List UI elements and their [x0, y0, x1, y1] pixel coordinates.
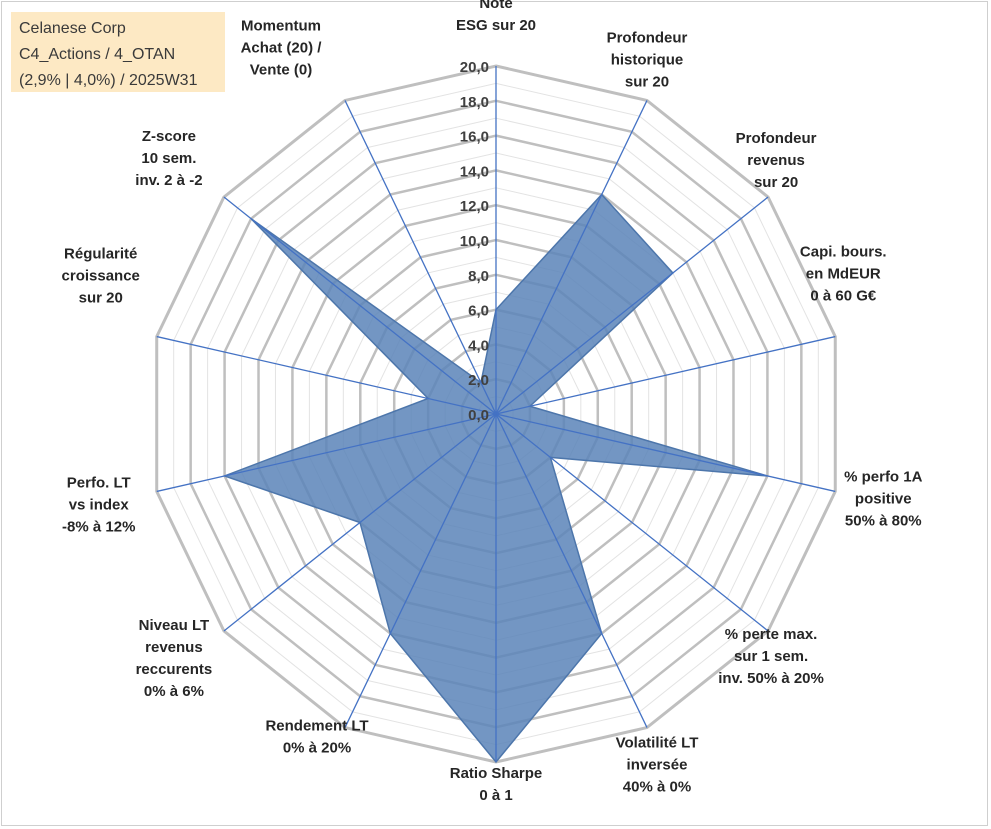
axis-label-line: Achat (20) / — [241, 39, 323, 56]
axis-label-line: 50% à 80% — [845, 512, 922, 529]
axis-label-line: Capi. bours. — [800, 244, 887, 261]
axis-label: Volatilité LT inversée 40% à 0% — [616, 735, 699, 796]
axis-label-line: sur 20 — [754, 174, 798, 191]
axis-label-line: en MdEUR — [806, 266, 881, 283]
axis-label: Rendement LT 0% à 20% — [265, 718, 368, 757]
axis-label: Note ESG sur 20 — [456, 0, 536, 34]
axis-spoke — [495, 413, 769, 632]
axis-label-line: Perfo. LT — [67, 474, 131, 491]
axis-label: Profondeur revenus sur 20 — [736, 130, 817, 191]
axis-label: Régularité croissance sur 20 — [62, 246, 140, 307]
tick-label: 20,0 — [460, 59, 489, 76]
axis-label: Perfo. LT vs index -8% à 12% — [62, 474, 135, 535]
axis-spoke — [223, 413, 497, 632]
axis-spoke — [223, 196, 497, 415]
tick-label: 18,0 — [460, 94, 489, 111]
axis-label-line: 40% à 0% — [623, 779, 691, 796]
tick-label: 14,0 — [460, 163, 489, 180]
axis-label-line: 10 sem. — [141, 150, 196, 167]
axis-label-line: 0 à 1 — [479, 787, 512, 804]
axis-label: Momentum Achat (20) / Vente (0) — [241, 17, 323, 78]
axis-spoke — [495, 413, 836, 493]
axis-label-line: Ratio Sharpe — [450, 765, 543, 782]
axis-label-line: inversée — [627, 757, 688, 774]
axis-label-line: Z-score — [142, 128, 196, 145]
tick-label: 6,0 — [468, 303, 489, 320]
axis-label-line: Niveau LT — [139, 617, 210, 634]
axis-spoke — [344, 413, 497, 728]
axis-spoke — [156, 335, 497, 415]
axis-label-line: reccurents — [136, 661, 213, 678]
axis-label-line: inv. 2 à -2 — [135, 172, 202, 189]
axis-label-line: 0 à 60 G€ — [810, 288, 877, 305]
axis-label-line: croissance — [62, 268, 140, 285]
axis-label: Capi. bours. en MdEUR 0 à 60 G€ — [800, 244, 887, 305]
axis-label-line: revenus — [145, 639, 203, 656]
axis-label-line: inv. 50% à 20% — [718, 670, 824, 687]
axis-label: Ratio Sharpe 0 à 1 — [450, 765, 543, 804]
tick-label: 4,0 — [468, 337, 489, 354]
axis-label-line: revenus — [747, 152, 805, 169]
tick-label: 8,0 — [468, 268, 489, 285]
portfolio-classification: C4_Actions / 4_OTAN — [19, 46, 176, 63]
axis-label: Profondeur historique sur 20 — [607, 29, 688, 90]
axis-label-line: 0% à 20% — [283, 740, 351, 757]
axis-label-line: Note — [479, 0, 512, 12]
axis-spoke — [156, 413, 497, 493]
axis-label-line: vs index — [69, 496, 130, 513]
axis-label-line: sur 20 — [79, 290, 123, 307]
axis-label-line: Profondeur — [736, 130, 817, 147]
axis-label-line: Profondeur — [607, 29, 688, 46]
company-name: Celanese Corp — [19, 20, 126, 37]
axis-spoke — [495, 196, 769, 415]
tick-label: 16,0 — [460, 129, 489, 146]
axis-label-line: Vente (0) — [250, 61, 313, 78]
tick-label: 2,0 — [468, 372, 489, 389]
axis-label-line: Volatilité LT — [616, 735, 699, 752]
axis-label-line: % perte max. — [725, 626, 818, 643]
axis-spoke — [495, 335, 836, 415]
axis-spoke — [495, 413, 648, 728]
period-summary: (2,9% | 4,0%) / 2025W31 — [19, 72, 198, 89]
axis-label-line: positive — [855, 490, 912, 507]
axis-label: Z-score 10 sem. inv. 2 à -2 — [135, 128, 202, 189]
axis-label-line: Momentum — [241, 17, 321, 34]
tick-label: 0,0 — [468, 407, 489, 424]
axis-label-line: sur 1 sem. — [734, 648, 808, 665]
info-box: Celanese Corp C4_Actions / 4_OTAN (2,9% … — [11, 12, 225, 92]
axis-label-line: Rendement LT — [265, 718, 368, 735]
axis-label-line: sur 20 — [625, 73, 669, 90]
axis-label: % perte max. sur 1 sem. inv. 50% à 20% — [718, 626, 824, 687]
axis-label-line: -8% à 12% — [62, 518, 135, 535]
axis-label-line: historique — [611, 51, 684, 68]
tick-label: 12,0 — [460, 198, 489, 215]
axis-label-line: ESG sur 20 — [456, 17, 536, 34]
axis-label-line: 0% à 6% — [144, 683, 204, 700]
axis-label: Niveau LT revenus reccurents 0% à 6% — [136, 617, 213, 700]
axis-spoke — [344, 100, 497, 415]
axis-label: % perfo 1A positive 50% à 80% — [844, 468, 923, 529]
axis-spoke — [495, 100, 648, 415]
tick-label: 10,0 — [460, 233, 489, 250]
axis-label-line: % perfo 1A — [844, 468, 923, 485]
axis-label-line: Régularité — [64, 246, 137, 263]
